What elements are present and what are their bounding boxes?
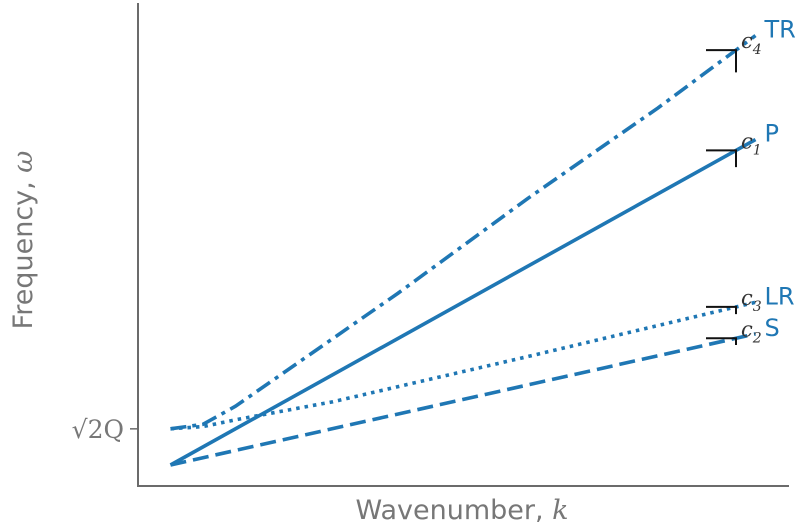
slope-label-tr: c4 — [741, 29, 762, 58]
slope-marker-s — [706, 337, 737, 346]
series-label-s: S — [765, 314, 780, 342]
series-line-s — [170, 332, 756, 467]
slope-marker-tr — [706, 49, 737, 73]
x-axis-variable: k — [552, 495, 568, 526]
slope-label-s: c2 — [741, 317, 762, 346]
y-ticks: √2Q — [72, 415, 138, 444]
slope-marker-lr — [706, 305, 737, 315]
series-line-p — [169, 137, 757, 467]
slope-label-lr: c3 — [741, 286, 762, 315]
series-label-lr: LR — [765, 282, 795, 310]
series-line-tr — [170, 34, 757, 431]
slope-label-p: c1 — [741, 129, 762, 158]
y-axis-label: Frequency, ω — [8, 151, 39, 330]
y-tick-label: √2Q — [72, 415, 124, 444]
series-line-lr — [170, 300, 756, 431]
series-label-tr: TR — [764, 16, 796, 44]
series-label-p: P — [765, 120, 779, 148]
slope-marker-p — [706, 149, 737, 168]
x-axis-label: Wavenumber, k — [355, 495, 568, 526]
y-axis-variable: ω — [8, 151, 39, 173]
